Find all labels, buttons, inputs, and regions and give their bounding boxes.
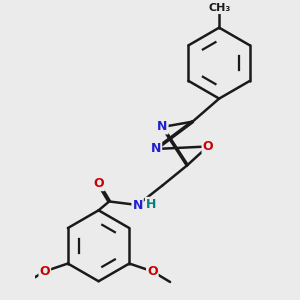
Text: CH₃: CH₃ bbox=[208, 3, 230, 13]
Text: N: N bbox=[157, 121, 168, 134]
Text: N: N bbox=[151, 142, 161, 155]
Text: O: O bbox=[93, 177, 104, 190]
Text: O: O bbox=[202, 140, 213, 153]
Text: H: H bbox=[146, 198, 156, 211]
Text: O: O bbox=[40, 265, 50, 278]
Text: N: N bbox=[132, 199, 143, 212]
Text: O: O bbox=[147, 265, 158, 278]
